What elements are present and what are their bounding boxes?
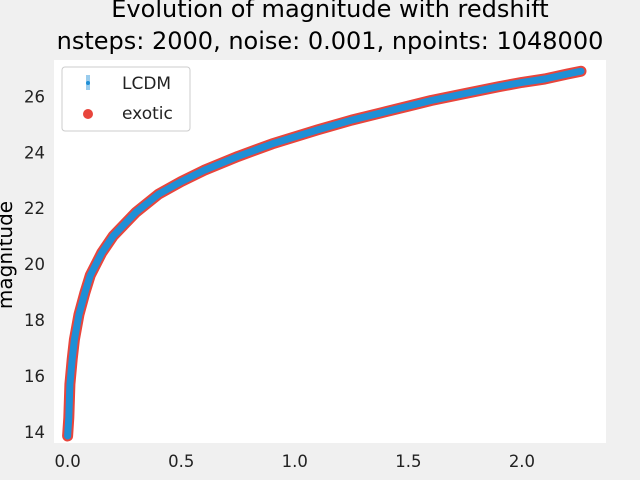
y-tick-label: 24	[24, 143, 45, 162]
x-tick-label: 1.0	[282, 452, 308, 471]
lcdm-point	[156, 191, 161, 197]
y-axis-ticks: 14 16 18 20 22 24 26	[24, 87, 45, 441]
y-tick-label: 14	[24, 423, 45, 442]
y-tick-label: 16	[24, 367, 45, 386]
lcdm-point	[406, 103, 411, 109]
lcdm-point	[67, 382, 73, 387]
legend-box	[61, 66, 191, 132]
legend: LCDM exotic	[61, 66, 191, 132]
x-axis-ticks: 0.0 0.5 1.0 1.5 2.0	[55, 452, 536, 471]
x-tick-label: 0.0	[55, 452, 81, 471]
lcdm-point	[292, 134, 297, 140]
lcdm-point	[462, 91, 468, 96]
lcdm-point	[349, 117, 354, 123]
lcdm-point	[269, 141, 275, 147]
y-axis-label: magnitude	[0, 201, 17, 309]
legend-marker-exotic	[83, 109, 93, 119]
series-lcdm-band	[64, 67, 585, 440]
lcdm-point	[565, 71, 570, 77]
legend-label-lcdm: LCDM	[122, 74, 171, 94]
legend-marker-lcdm	[86, 75, 90, 90]
y-tick-label: 18	[24, 311, 45, 330]
lcdm-point	[428, 98, 434, 103]
lcdm-point	[72, 337, 77, 342]
lcdm-point	[133, 210, 138, 215]
lcdm-point	[578, 68, 584, 74]
lcdm-point	[110, 233, 116, 239]
lcdm-point	[69, 356, 75, 362]
lcdm-point	[519, 80, 525, 85]
lcdm-point	[179, 179, 184, 184]
chart-subtitle: nsteps: 2000, noise: 0.001, npoints: 104…	[57, 27, 604, 55]
x-tick-label: 1.5	[395, 452, 421, 471]
series-layer	[62, 65, 587, 442]
x-tick-label: 0.5	[168, 452, 194, 471]
lcdm-point	[542, 76, 547, 82]
lcdm-point	[88, 273, 93, 278]
lcdm-point	[82, 291, 87, 296]
y-tick-label: 22	[24, 199, 45, 218]
lcdm-point	[235, 154, 241, 159]
chart-title: Evolution of magnitude with redshift	[111, 0, 548, 23]
lcdm-point	[66, 415, 71, 421]
lcdm-point	[201, 168, 207, 173]
lcdm-point	[383, 109, 388, 114]
lcdm-point	[76, 312, 82, 317]
y-tick-label: 20	[24, 255, 45, 274]
legend-label-exotic: exotic	[122, 104, 173, 124]
lcdm-point	[65, 433, 70, 439]
lcdm-point	[497, 84, 502, 89]
x-tick-label: 2.0	[509, 452, 535, 471]
lcdm-point	[99, 250, 104, 256]
lcdm-point	[315, 127, 320, 133]
y-tick-label: 26	[24, 87, 45, 106]
